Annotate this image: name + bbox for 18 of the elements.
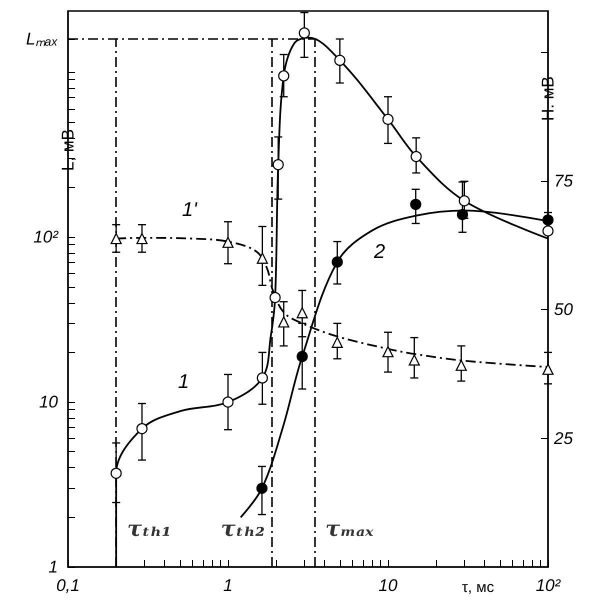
y-tick-label: 10² <box>33 228 60 247</box>
ref-line-label: τₜₕ₁ <box>127 516 172 542</box>
x-tick-label: 10 <box>378 576 398 595</box>
y-tick-label: 10 <box>39 392 59 412</box>
y2-tick-label: 75 <box>554 171 574 190</box>
y-tick-label: Lₘₐₓ <box>26 30 59 49</box>
ref-line-label: τₘₐₓ <box>325 516 374 542</box>
x-tick-label: 1 <box>223 576 233 595</box>
x-axis-title: τ, мс <box>462 579 495 596</box>
ref-line-label: τₜₕ₂ <box>220 516 265 542</box>
y2-tick-label: 25 <box>553 428 574 448</box>
annotation: 2 <box>373 241 386 263</box>
x-tick-label: 0,1 <box>56 576 80 595</box>
annotation: 1 <box>178 371 190 393</box>
annotation: 1' <box>182 199 198 221</box>
y2-tick-label: 50 <box>554 300 574 320</box>
x-tick-label: 10² <box>536 576 562 595</box>
y-tick-label: 1 <box>48 558 58 576</box>
